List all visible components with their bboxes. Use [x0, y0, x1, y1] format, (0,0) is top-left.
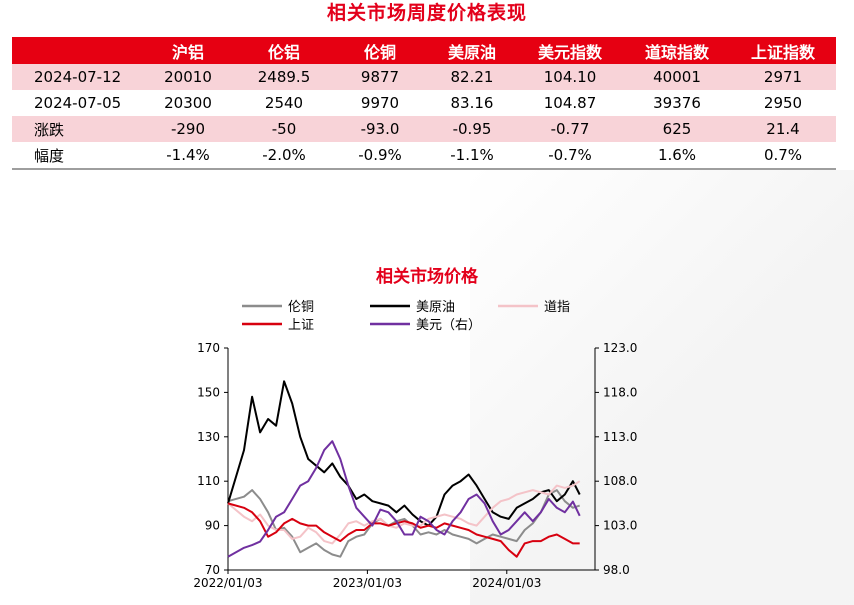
legend-label: 伦铜: [288, 300, 314, 315]
table-cell: 104.87: [543, 94, 597, 112]
table-cell: -0.95: [428, 116, 516, 142]
y-right-tick-label: 113.0: [603, 430, 637, 444]
table-cell: 104.10: [516, 64, 624, 90]
table-cell: 21.4: [730, 116, 836, 142]
page-title: 相关市场周度价格表现: [326, 2, 527, 24]
table-header-lme-aluminum: 伦铝: [236, 37, 332, 64]
table-cell: 83.16: [450, 94, 494, 112]
table-cell: -1.4%: [140, 142, 236, 170]
table-header-corner: [12, 37, 140, 64]
table-row: 2024-07-05 20300 2540 9970 83.16 104.87 …: [12, 90, 836, 116]
weekly-price-table: 沪铝 伦铝 伦铜 美原油 美元指数 道琼指数 上证指数 2024-07-12 2…: [12, 37, 836, 170]
table-row: 幅度 -1.4% -2.0% -0.9% -1.1% -0.7% 1.6% 0.…: [12, 142, 836, 170]
x-tick-label: 2023/01/03: [333, 576, 402, 590]
table-cell: 82.21: [428, 64, 516, 90]
table-cell: 2489.5: [236, 64, 332, 90]
legend-label: 道指: [544, 300, 570, 315]
series-line: [227, 440, 581, 558]
table-cell: -290: [140, 116, 236, 142]
y-right-tick-label: 108.0: [603, 474, 637, 488]
row-label: 2024-07-12: [12, 64, 140, 90]
legend-label: 上证: [288, 318, 314, 333]
series-line: [227, 480, 581, 545]
row-label: 2024-07-05: [34, 94, 122, 112]
table-cell: 40001: [624, 64, 730, 90]
table-cell: -0.7%: [516, 142, 624, 170]
y-left-tick-label: 150: [197, 385, 220, 399]
series-line: [227, 380, 581, 527]
table-cell: 625: [624, 116, 730, 142]
table-cell: -0.77: [516, 116, 624, 142]
y-left-tick-label: 110: [197, 474, 220, 488]
table-cell: -93.0: [332, 116, 428, 142]
table-cell: 2540: [264, 94, 304, 112]
y-right-tick-label: 103.0: [603, 519, 637, 533]
table-cell: 1.6%: [624, 142, 730, 170]
x-tick-label: 2022/01/03: [193, 576, 262, 590]
y-left-tick-label: 170: [197, 341, 220, 355]
y-left-tick-label: 70: [205, 563, 220, 577]
table-cell: 9970: [360, 94, 400, 112]
row-label: 涨跌: [12, 116, 140, 142]
table-cell: 9877: [332, 64, 428, 90]
table-cell: 39376: [653, 94, 701, 112]
table-cell: -2.0%: [236, 142, 332, 170]
chart-title: 相关市场价格: [376, 267, 478, 287]
y-right-tick-label: 98.0: [603, 563, 630, 577]
y-left-tick-label: 130: [197, 430, 220, 444]
table-header-shfe-aluminum: 沪铝: [140, 37, 236, 64]
legend-label: 美元（右）: [416, 318, 481, 333]
table-header-lme-copper: 伦铜: [332, 37, 428, 64]
table-header-dollar-index: 美元指数: [516, 37, 624, 64]
y-left-tick-label: 90: [205, 519, 220, 533]
table-cell: 2971: [730, 64, 836, 90]
price-line-chart: 70 90 110 130 150 170 98.0 103.0 108.0 113.0 118.0…: [193, 300, 637, 590]
table-header-dow-jones: 道琼指数: [624, 37, 730, 64]
table-cell: -0.9%: [332, 142, 428, 170]
table-row: 2024-07-12 20010 2489.5 9877 82.21 104.1…: [12, 64, 836, 90]
legend-label: 美原油: [416, 300, 455, 315]
table-cell: -1.1%: [428, 142, 516, 170]
x-tick-label: 2024/01/03: [472, 576, 541, 590]
table-header-row: 沪铝 伦铝 伦铜 美原油 美元指数 道琼指数 上证指数: [12, 37, 836, 64]
y-right-tick-label: 118.0: [603, 385, 637, 399]
table-cell: -50: [236, 116, 332, 142]
table-cell: 0.7%: [730, 142, 836, 170]
table-row: 涨跌 -290 -50 -93.0 -0.95 -0.77 625 21.4: [12, 116, 836, 142]
y-right-tick-label: 123.0: [603, 341, 637, 355]
table-cell: 20300: [164, 94, 212, 112]
table-cell: 2950: [763, 94, 803, 112]
table-header-shanghai-index: 上证指数: [730, 37, 836, 64]
table-cell: 20010: [140, 64, 236, 90]
row-label: 幅度: [12, 142, 140, 170]
table-header-us-crude: 美原油: [428, 37, 516, 64]
series-line: [227, 502, 580, 558]
